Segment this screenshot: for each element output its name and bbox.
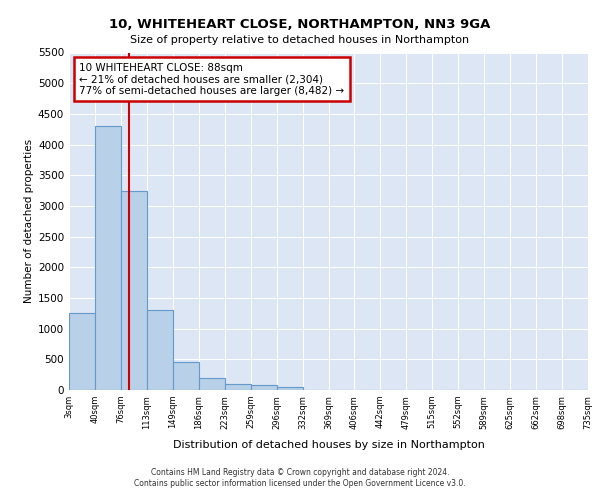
- Text: Size of property relative to detached houses in Northampton: Size of property relative to detached ho…: [130, 35, 470, 45]
- Bar: [251, 386, 277, 390]
- Bar: [121, 190, 147, 390]
- Bar: [199, 378, 224, 390]
- Text: 10, WHITEHEART CLOSE, NORTHAMPTON, NN3 9GA: 10, WHITEHEART CLOSE, NORTHAMPTON, NN3 9…: [109, 18, 491, 30]
- Bar: [277, 387, 302, 390]
- Bar: [147, 310, 173, 390]
- Bar: [95, 126, 121, 390]
- Text: 10 WHITEHEART CLOSE: 88sqm
← 21% of detached houses are smaller (2,304)
77% of s: 10 WHITEHEART CLOSE: 88sqm ← 21% of deta…: [79, 62, 344, 96]
- Bar: [173, 362, 199, 390]
- X-axis label: Distribution of detached houses by size in Northampton: Distribution of detached houses by size …: [173, 440, 484, 450]
- Y-axis label: Number of detached properties: Number of detached properties: [24, 139, 34, 304]
- Bar: [225, 384, 251, 390]
- Bar: [69, 314, 95, 390]
- Text: Contains HM Land Registry data © Crown copyright and database right 2024.
Contai: Contains HM Land Registry data © Crown c…: [134, 468, 466, 487]
